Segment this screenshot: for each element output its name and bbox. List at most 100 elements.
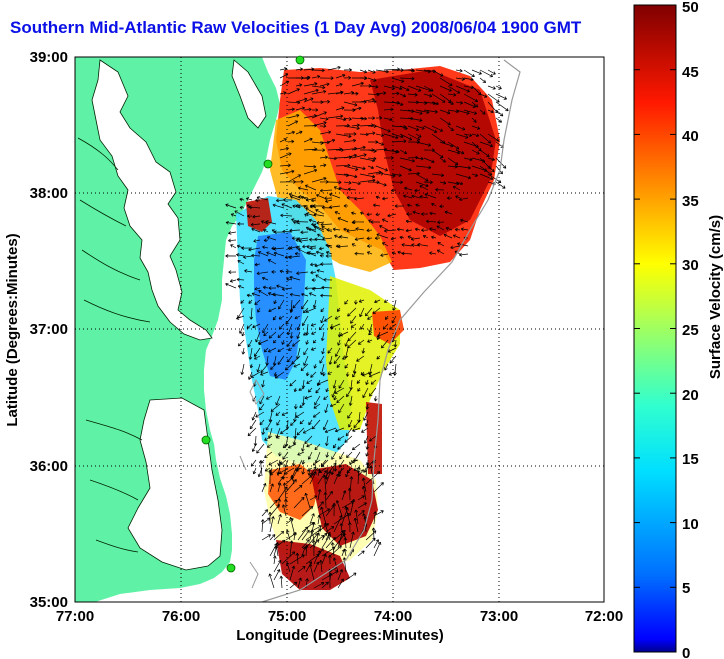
velocity-arrow	[407, 117, 423, 122]
velocity-arrow	[297, 577, 302, 589]
velocity-arrow	[313, 550, 321, 565]
velocity-arrow	[336, 395, 345, 404]
velocity-arrow	[273, 530, 285, 541]
velocity-arrow	[297, 248, 309, 255]
velocity-arrow	[260, 363, 269, 374]
velocity-arrow	[299, 403, 305, 409]
radar-site-marker	[201, 435, 211, 445]
velocity-arrow	[366, 251, 373, 255]
velocity-arrow	[254, 355, 261, 360]
velocity-arrow	[375, 171, 384, 176]
velocity-arrow	[304, 544, 309, 557]
velocity-arrow	[302, 307, 309, 314]
velocity-arrow	[268, 511, 272, 524]
velocity-arrow	[292, 339, 301, 347]
velocity-arrow	[246, 323, 253, 329]
velocity-arrow	[319, 188, 333, 193]
velocity-arrow	[315, 274, 325, 281]
velocity-arrow	[237, 222, 245, 226]
velocity-arrow	[343, 204, 349, 208]
velocity-arrow	[249, 363, 254, 369]
velocity-arrow	[296, 427, 305, 436]
velocity-arrow	[284, 255, 293, 259]
velocity-arrow	[375, 91, 387, 95]
velocity-arrow	[287, 355, 293, 363]
velocity-arrow	[424, 193, 437, 199]
velocity-arrow	[280, 213, 293, 218]
velocity-arrow	[335, 90, 344, 95]
velocity-arrow	[261, 483, 267, 493]
velocity-arrow	[295, 238, 301, 243]
velocity-arrow	[325, 451, 330, 458]
velocity-arrow	[287, 246, 293, 251]
river-lines	[77, 137, 151, 553]
velocity-arrow	[405, 228, 413, 233]
velocity-arrow	[407, 68, 415, 73]
velocity-arrow	[415, 125, 425, 130]
velocity-arrow	[352, 219, 365, 224]
velocity-arrow	[272, 203, 285, 209]
velocity-arrow	[279, 179, 296, 184]
velocity-arrow	[289, 581, 298, 589]
velocity-arrow	[439, 85, 452, 92]
velocity-arrow	[279, 91, 287, 95]
velocity-arrow	[303, 355, 309, 366]
x-tick-label: 77:00	[56, 608, 94, 625]
velocity-arrow	[277, 355, 285, 365]
velocity-arrow	[421, 212, 428, 216]
velocity-arrow	[357, 339, 365, 345]
velocity-arrow	[287, 130, 295, 135]
velocity-arrow	[294, 315, 301, 320]
velocity-arrow	[447, 157, 459, 166]
velocity-arrow	[305, 528, 322, 541]
velocity-arrow	[304, 286, 317, 291]
x-tick-label: 73:00	[480, 608, 518, 625]
velocity-arrow	[289, 275, 301, 281]
velocity-arrow	[345, 467, 351, 478]
velocity-arrow	[276, 435, 281, 439]
velocity-arrow	[356, 355, 365, 362]
velocity-arrow	[272, 247, 285, 251]
velocity-arrow	[281, 203, 293, 209]
velocity-arrow	[293, 496, 305, 509]
velocity-arrow	[426, 219, 437, 224]
velocity-arrow	[295, 83, 303, 87]
velocity-arrow	[324, 427, 337, 434]
velocity-arrow	[319, 82, 330, 87]
velocity-arrow	[327, 65, 341, 71]
velocity-arrow	[348, 395, 353, 406]
velocity-arrow	[283, 467, 295, 475]
velocity-arrow	[344, 363, 349, 369]
velocity-arrow	[375, 133, 385, 137]
velocity-arrow	[351, 443, 361, 451]
velocity-arrow	[357, 387, 361, 392]
velocity-arrow	[228, 231, 237, 235]
velocity-arrow	[273, 299, 277, 305]
velocity-arrow	[391, 180, 403, 185]
velocity-arrow	[265, 220, 277, 225]
velocity-arrow	[359, 173, 376, 179]
velocity-arrow	[423, 180, 433, 185]
velocity-arrow	[450, 245, 461, 250]
velocity-arrow	[359, 76, 368, 81]
velocity-arrow	[329, 323, 341, 329]
velocity-arrow	[239, 323, 245, 334]
velocity-arrow	[364, 419, 369, 427]
velocity-arrow	[384, 363, 389, 371]
velocity-arrow	[399, 76, 415, 81]
velocity-arrow	[439, 77, 453, 87]
velocity-arrow	[305, 339, 310, 345]
velocity-arrow	[367, 315, 373, 320]
colorbar-tick-label: 25	[682, 322, 699, 339]
velocity-arrow	[248, 205, 261, 210]
velocity-arrow	[332, 502, 337, 517]
velocity-arrow	[254, 299, 261, 305]
velocity-arrow	[381, 242, 389, 247]
velocity-arrow	[276, 284, 285, 289]
velocity-arrow	[363, 411, 369, 421]
velocity-arrow	[447, 125, 454, 131]
velocity-arrow	[297, 566, 306, 573]
colorbar-tick-label: 40	[682, 128, 699, 145]
velocity-arrow	[319, 130, 332, 135]
velocity-arrow	[229, 279, 237, 283]
